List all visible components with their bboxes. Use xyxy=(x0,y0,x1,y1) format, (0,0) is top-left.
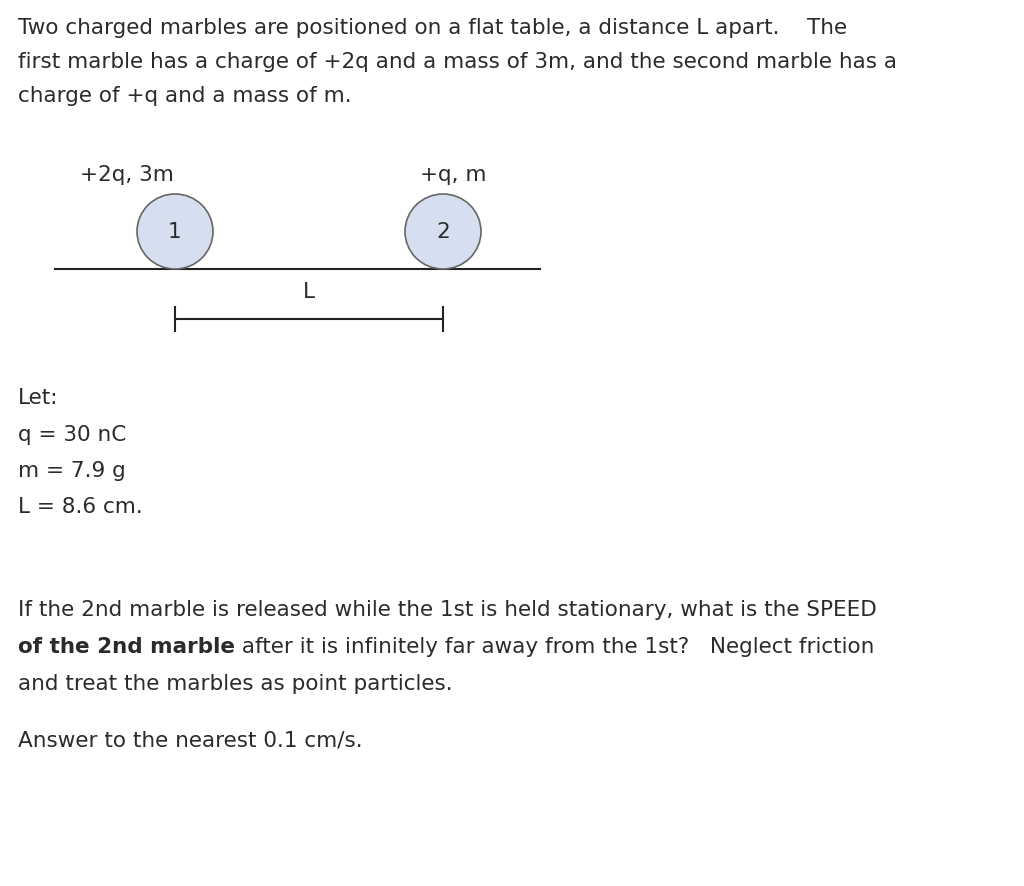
Text: charge of +q and a mass of m.: charge of +q and a mass of m. xyxy=(18,86,351,106)
Text: m = 7.9 g: m = 7.9 g xyxy=(18,461,126,480)
Text: first marble has a charge of +2q and a mass of 3m, and the second marble has a: first marble has a charge of +2q and a m… xyxy=(18,52,897,72)
Text: If the 2nd marble is released while the 1st is held stationary, what is the SPEE: If the 2nd marble is released while the … xyxy=(18,599,877,619)
Text: Two charged marbles are positioned on a flat table, a distance L apart.    The: Two charged marbles are positioned on a … xyxy=(18,18,847,38)
Ellipse shape xyxy=(406,195,481,269)
Text: L = 8.6 cm.: L = 8.6 cm. xyxy=(18,496,142,517)
Text: 1: 1 xyxy=(168,222,182,242)
Text: Answer to the nearest 0.1 cm/s.: Answer to the nearest 0.1 cm/s. xyxy=(18,729,362,750)
Text: +2q, 3m: +2q, 3m xyxy=(80,165,174,185)
Text: 2: 2 xyxy=(436,222,450,242)
Ellipse shape xyxy=(137,195,213,269)
Text: L: L xyxy=(303,282,315,301)
Text: +q, m: +q, m xyxy=(420,165,486,185)
Text: Let:: Let: xyxy=(18,387,58,408)
Text: and treat the marbles as point particles.: and treat the marbles as point particles… xyxy=(18,673,453,693)
Text: after it is infinitely far away from the 1st?   Neglect friction: after it is infinitely far away from the… xyxy=(234,636,874,657)
Text: of the 2nd marble: of the 2nd marble xyxy=(18,636,234,657)
Text: q = 30 nC: q = 30 nC xyxy=(18,424,126,445)
